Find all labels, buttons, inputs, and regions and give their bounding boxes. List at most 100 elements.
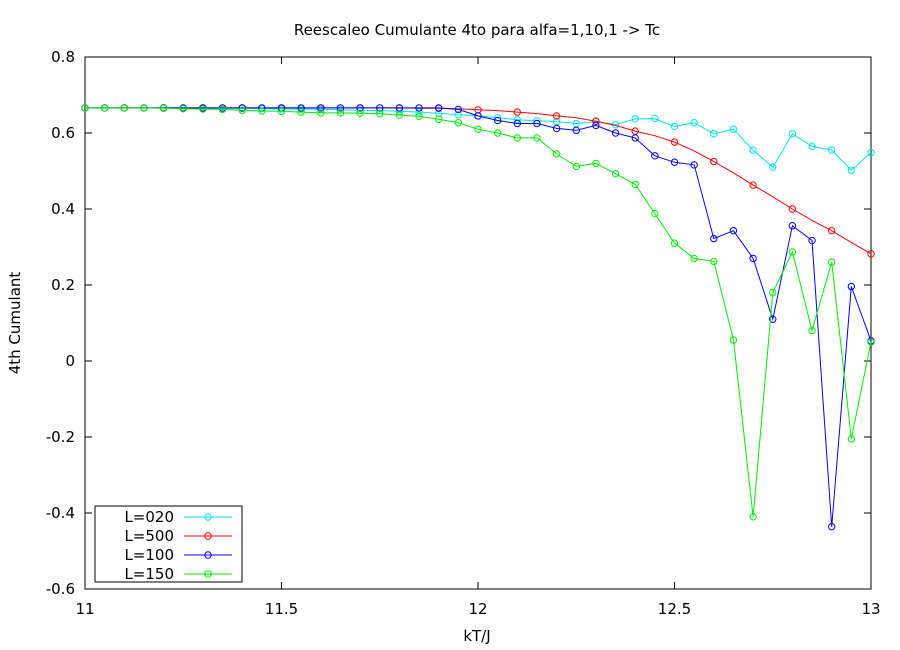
data-point [651,152,659,160]
data-point [376,104,384,112]
data-point [317,109,325,117]
data-point [670,122,679,131]
legend-label: L=150 [124,565,174,583]
data-point [415,108,423,116]
legend-box [94,505,243,583]
data-point [670,239,679,247]
data-point [592,159,600,168]
data-point [297,104,305,112]
y-tick-label: 0.2 [51,276,75,294]
data-point [631,180,639,189]
data-point [572,162,580,171]
data-point [828,146,836,154]
data-point [297,108,305,116]
series-line [85,107,872,171]
data-point [867,250,875,258]
data-point [828,258,836,266]
data-point [238,106,246,114]
data-point [435,104,443,112]
x-tick-label: 11.5 [265,600,298,618]
legend-label: L=020 [124,508,174,526]
data-point [100,104,109,112]
data-point [592,121,600,130]
data-point [454,105,463,114]
data-point [513,119,521,128]
data-point [710,257,718,266]
data-point [454,111,463,119]
data-point [238,104,246,112]
data-point [729,226,738,235]
data-point [552,112,561,120]
data-point [749,146,757,154]
y-axis-label: 4th Cumulant [6,272,24,375]
data-point [533,117,541,125]
data-point [749,181,757,189]
data-point [336,109,345,117]
legend-label: L=500 [124,527,174,545]
data-point [218,105,227,114]
y-tick-label: 0.8 [51,48,75,66]
data-point [81,104,89,112]
data-point [769,315,777,323]
data-point [376,109,384,118]
data-point [788,130,797,138]
data-point [710,130,718,138]
legend-swatch-marker [204,570,212,578]
data-point [356,109,364,117]
data-point [493,129,502,137]
data-point [651,114,659,123]
data-point [513,134,521,142]
y-tick-label: -0.4 [46,504,75,522]
data-point [611,129,620,137]
series-line [85,107,872,517]
data-point [867,149,875,157]
data-point [140,104,148,112]
data-point [258,107,266,115]
data-point [533,134,541,142]
data-point [356,104,364,112]
data-point [710,234,718,243]
series-layer [81,104,875,531]
data-point [729,336,738,344]
data-point [513,116,521,124]
data-point [435,115,443,124]
data-point [808,236,816,245]
data-point [690,161,698,169]
data-point [749,513,757,521]
data-point [808,142,816,151]
data-point [120,104,129,112]
x-tick-label: 12 [468,600,487,618]
data-point [277,107,286,116]
data-point [749,254,757,263]
legend-label: L=100 [124,546,174,564]
legend-swatch-marker [204,513,212,521]
data-point [454,119,463,127]
data-point [769,288,777,297]
series-line [85,107,872,527]
data-point [808,326,816,335]
chart-title: Reescaleo Cumulante 4to para alfa=1,10,1… [294,21,660,39]
x-axis-label: kT/J [463,627,490,645]
data-point [533,119,541,128]
series-L=100 [81,104,875,531]
data-point [788,222,797,230]
data-point [493,116,502,125]
data-point [317,104,325,112]
data-point [395,104,404,112]
data-point [651,209,659,218]
data-point [179,104,187,113]
data-point [710,157,718,166]
data-point [769,163,777,171]
data-point [395,111,404,119]
data-point [336,104,345,112]
data-point [572,126,580,135]
data-point [552,150,561,158]
legend-swatch-marker [204,532,212,540]
data-point [415,112,423,120]
data-point [513,108,521,116]
data-point [474,125,482,133]
data-point [788,248,797,256]
series-L=020 [81,104,875,174]
